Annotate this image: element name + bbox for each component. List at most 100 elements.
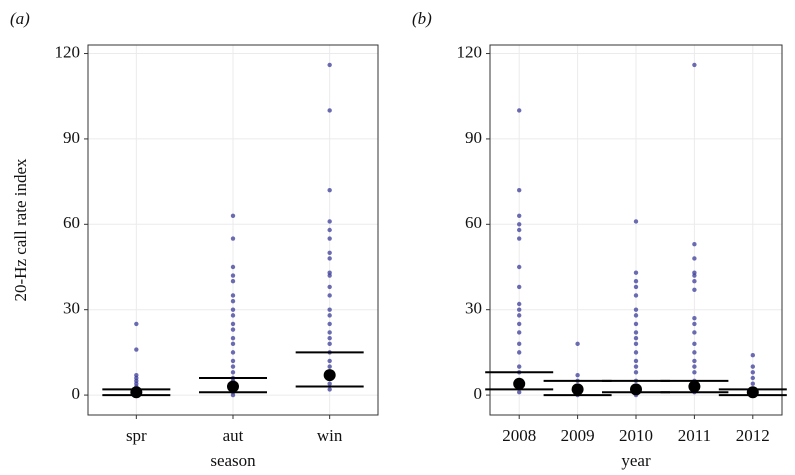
data-point: [692, 358, 697, 364]
data-point: [633, 270, 639, 275]
center-point: [130, 386, 143, 399]
data-point: [230, 293, 236, 298]
data-point: [633, 341, 639, 347]
panel-label: (b): [412, 9, 432, 28]
data-point: [517, 313, 522, 318]
data-point: [633, 284, 639, 290]
data-point: [517, 350, 522, 355]
data-point: [633, 350, 639, 355]
data-point: [230, 213, 236, 218]
data-point: [230, 313, 236, 318]
data-point: [633, 313, 639, 318]
data-point: [633, 335, 639, 341]
data-point: [327, 108, 332, 113]
data-point: [230, 279, 236, 284]
data-point: [633, 321, 639, 327]
y-tick-label: 120: [55, 42, 81, 61]
data-point: [230, 364, 236, 369]
data-point: [327, 284, 332, 290]
data-point: [517, 264, 522, 270]
data-point: [692, 330, 697, 335]
data-point: [633, 279, 639, 284]
y-tick-label: 120: [457, 42, 483, 61]
center-point: [571, 383, 584, 396]
data-point: [517, 321, 522, 327]
x-tick-label: 2011: [678, 426, 711, 445]
data-point: [692, 321, 697, 327]
data-point: [517, 236, 522, 241]
data-point: [517, 284, 522, 290]
x-tick-label: 2009: [561, 426, 595, 445]
data-point: [230, 341, 236, 347]
data-point: [517, 330, 522, 335]
data-point: [327, 236, 332, 241]
y-tick-label: 30: [63, 299, 80, 318]
data-point: [134, 347, 139, 352]
x-tick-label: 2010: [619, 426, 653, 445]
data-point: [750, 364, 755, 369]
data-point: [230, 321, 236, 327]
data-point: [230, 335, 236, 341]
y-tick-label: 30: [465, 299, 482, 318]
data-point: [327, 293, 332, 298]
panel-label: (a): [10, 9, 30, 28]
data-point: [327, 387, 332, 392]
data-point: [327, 227, 332, 233]
data-point: [230, 236, 236, 241]
center-point: [323, 369, 336, 382]
y-tick-label: 90: [465, 128, 482, 147]
data-point: [230, 273, 236, 278]
data-point: [633, 364, 639, 369]
data-point: [230, 327, 236, 332]
data-point: [327, 256, 332, 261]
data-point: [327, 321, 332, 327]
data-point: [633, 293, 639, 298]
x-axis-title: year: [621, 451, 651, 470]
data-point: [327, 307, 332, 312]
y-tick-label: 0: [72, 384, 81, 403]
data-point: [327, 330, 332, 335]
x-tick-label: 2008: [502, 426, 536, 445]
data-point: [750, 353, 755, 358]
data-point: [327, 381, 332, 386]
y-tick-label: 90: [63, 128, 80, 147]
center-point: [630, 383, 642, 396]
data-point: [692, 256, 697, 261]
data-point: [327, 187, 332, 193]
data-point: [750, 370, 755, 375]
center-point: [688, 380, 701, 393]
data-point: [517, 187, 522, 193]
center-point: [513, 377, 526, 390]
data-point: [327, 313, 332, 318]
data-point: [327, 341, 332, 347]
plot-border: [87, 44, 379, 416]
data-point: [517, 390, 522, 395]
data-point: [692, 242, 697, 247]
data-point: [517, 213, 522, 218]
data-point: [327, 219, 332, 224]
data-point: [692, 279, 697, 284]
data-point: [750, 375, 755, 381]
x-tick-label: aut: [223, 426, 244, 445]
y-tick-label: 60: [465, 213, 482, 232]
data-point: [517, 222, 522, 227]
center-point: [227, 380, 239, 393]
data-point: [692, 341, 697, 347]
data-point: [230, 358, 236, 364]
y-tick-label: 0: [474, 384, 483, 403]
data-point: [633, 370, 639, 375]
x-tick-label: spr: [126, 426, 147, 445]
data-point: [230, 307, 236, 312]
data-point: [517, 227, 522, 233]
data-point: [230, 298, 236, 304]
data-point: [327, 364, 332, 369]
data-point: [750, 381, 755, 386]
data-point: [633, 358, 639, 364]
y-tick-label: 60: [63, 213, 80, 232]
data-point: [517, 364, 522, 369]
data-point: [692, 364, 697, 369]
center-point: [746, 386, 759, 399]
data-point: [327, 250, 332, 255]
data-point: [575, 341, 580, 347]
